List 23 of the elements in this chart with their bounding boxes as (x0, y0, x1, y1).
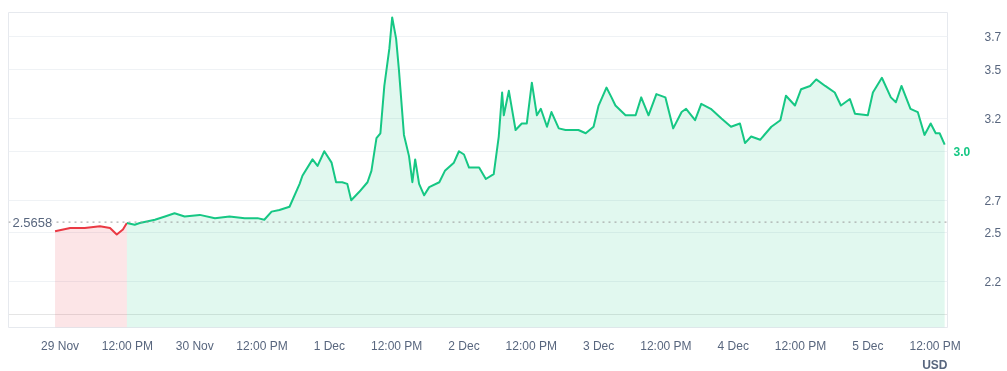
annotation: 3.0 (953, 144, 971, 159)
x-tick-label: 3 Dec (582, 338, 615, 353)
x-tick-label: 2 Dec (448, 338, 480, 353)
x-tick-label: 1 Dec (313, 338, 346, 353)
x-tick-label: 5 Dec (852, 338, 884, 353)
y-tick-label: 2.7 (984, 193, 1002, 208)
ref-line-label: 2.5658 (12, 214, 53, 230)
x-tick-label: 30 Nov (175, 338, 214, 353)
x-tick-label: 12:00 PM (640, 338, 692, 353)
y-tick-label: 3.7 (984, 30, 1002, 45)
x-tick-label: 12:00 PM (909, 338, 961, 353)
x-tick-label: 12:00 PM (236, 338, 288, 353)
y-tick-label: 3.2 (984, 112, 1002, 127)
y-tick-label: 2.2 (984, 275, 1002, 290)
x-tick-label: 29 Nov (41, 338, 80, 353)
x-tick-label: 12:00 PM (505, 338, 557, 353)
y-tick-label: 2.5 (984, 226, 1002, 241)
x-tick-label: 12:00 PM (774, 338, 827, 353)
x-tick-label: 12:00 PM (101, 338, 154, 353)
x-tick-label: 12:00 PM (370, 338, 423, 353)
y-tick-label: 3.5 (984, 63, 1002, 78)
text: USD (922, 357, 948, 371)
x-tick-label: 4 Dec (717, 338, 749, 353)
